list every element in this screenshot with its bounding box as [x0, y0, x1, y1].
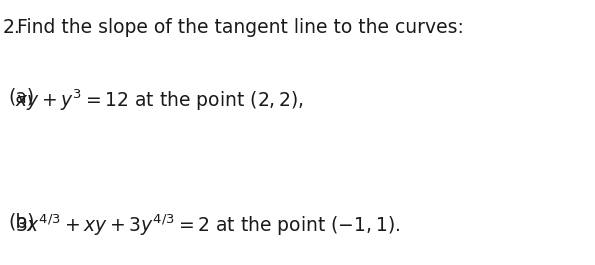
- Text: 2.: 2.: [3, 18, 21, 37]
- Text: Find the slope of the tangent line to the curves:: Find the slope of the tangent line to th…: [17, 18, 464, 37]
- Text: (b): (b): [8, 212, 35, 231]
- Text: (a): (a): [8, 87, 35, 107]
- Text: $3x^{4/3} + xy + 3y^{4/3} = 2$ at the point $(-1, 1).$: $3x^{4/3} + xy + 3y^{4/3} = 2$ at the po…: [15, 212, 401, 237]
- Text: $xy + y^3 = 12$ at the point $(2, 2),$: $xy + y^3 = 12$ at the point $(2, 2),$: [15, 87, 305, 113]
